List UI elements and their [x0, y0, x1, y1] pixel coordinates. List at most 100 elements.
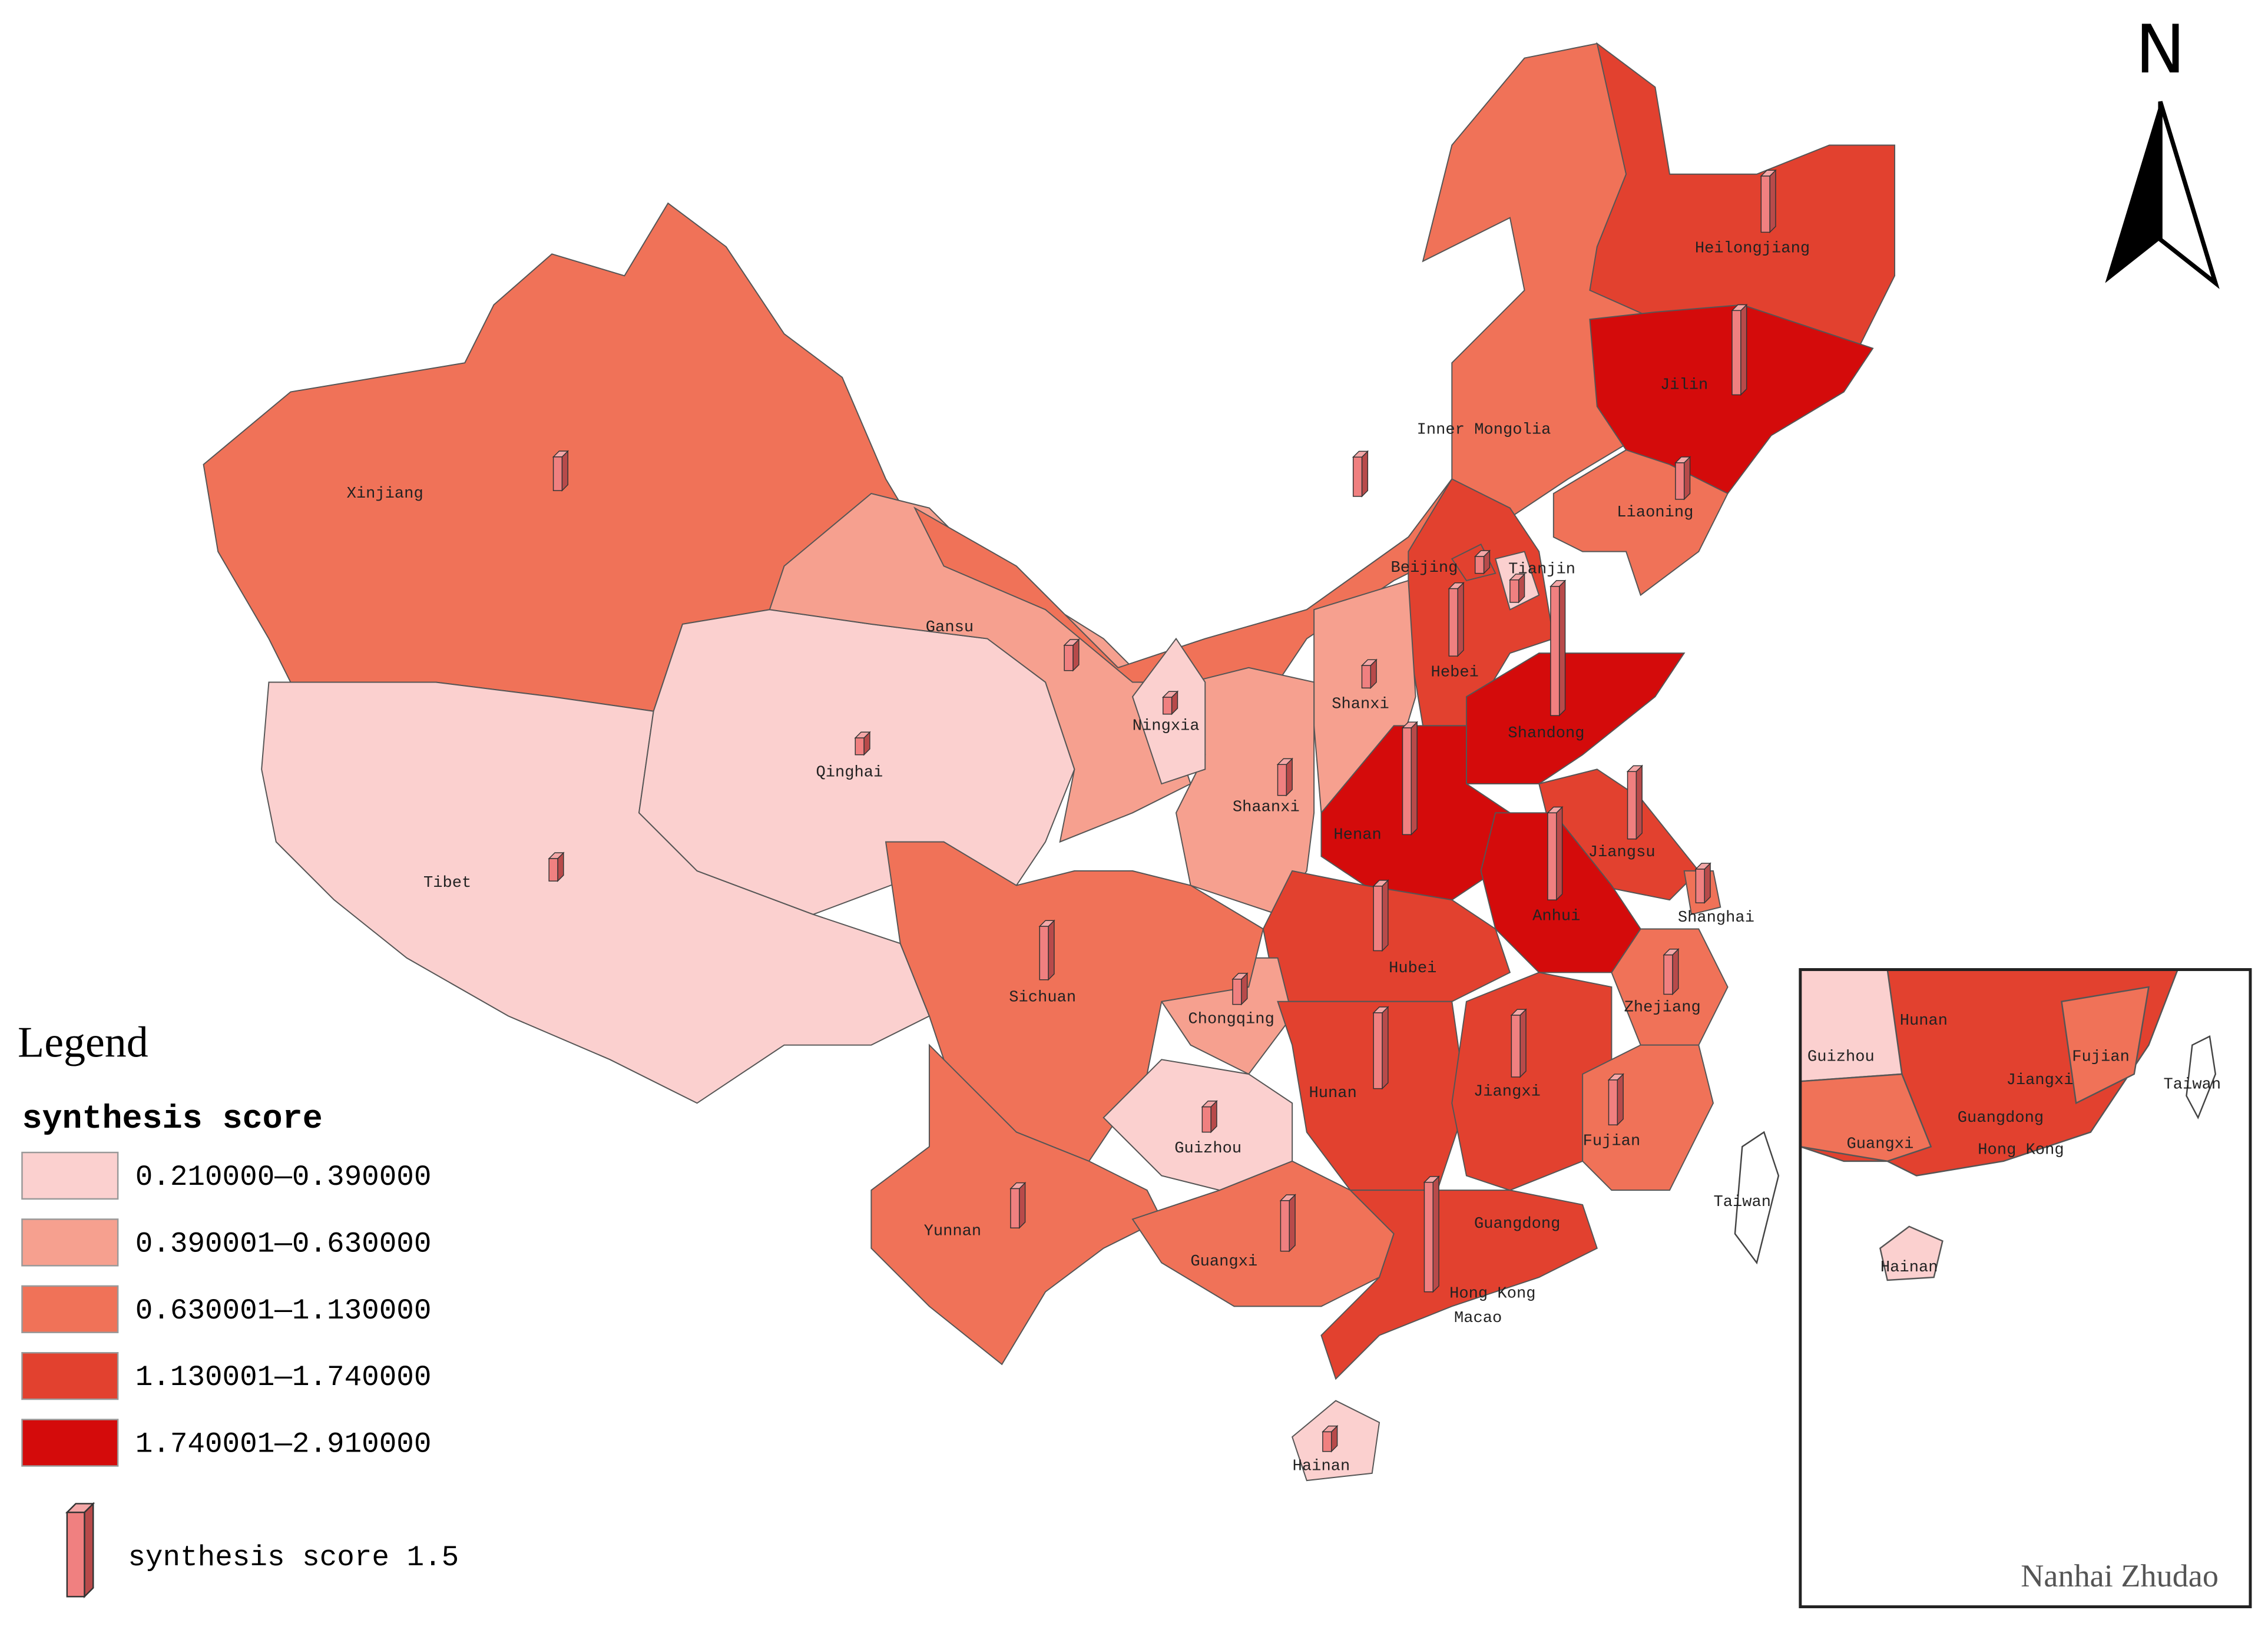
province-label: Shaanxi [1233, 799, 1300, 817]
bar-side [1558, 579, 1566, 717]
bar [1663, 954, 1673, 995]
bar [1277, 764, 1287, 796]
bar [1608, 1079, 1618, 1125]
legend-title: Legend [18, 1018, 148, 1066]
province-label: Guangxi [1190, 1253, 1257, 1271]
legend-swatch [21, 1419, 119, 1467]
legend-label: 1.130001—1.740000 [135, 1361, 432, 1394]
province-label: Jiangxi [1474, 1083, 1541, 1101]
place-label: Hong Kong [1449, 1284, 1535, 1303]
province-label: Inner Mongolia [1417, 421, 1551, 439]
province-label: Hebei [1431, 663, 1479, 681]
bar-side [1432, 1175, 1439, 1293]
bar-side [1411, 721, 1418, 836]
bar [1373, 886, 1383, 952]
province [1465, 652, 1686, 784]
bar-side [1048, 919, 1055, 981]
place-label: Macao [1454, 1309, 1502, 1327]
bar [1448, 588, 1458, 657]
bar [1547, 812, 1557, 900]
bar [1627, 771, 1637, 840]
bar-side [1519, 1008, 1527, 1078]
north-label: N [2135, 11, 2186, 88]
province [1408, 478, 1554, 727]
arrow-left [2105, 101, 2161, 283]
province [1102, 1059, 1293, 1191]
bar-side [1382, 1006, 1389, 1090]
inset-land [1879, 1225, 1943, 1281]
bar-side [1617, 1073, 1624, 1127]
bar [1201, 1106, 1211, 1133]
legend: Legend synthesis score 0.210000—0.390000… [18, 1018, 459, 1599]
bar [1760, 175, 1770, 233]
provinces [203, 42, 1896, 1482]
bar [1010, 1188, 1020, 1228]
bar [1352, 456, 1363, 497]
bar [1474, 556, 1485, 574]
province-label: Yunnan [924, 1222, 982, 1240]
province-label: Hainan [1293, 1457, 1350, 1476]
bar-side [1635, 764, 1643, 840]
province [1589, 42, 1896, 349]
province-label: Chongqing [1188, 1010, 1274, 1028]
province-label: Qinghai [816, 763, 883, 781]
legend-swatch [21, 1218, 119, 1267]
bar-side [1556, 806, 1563, 901]
inset-label: Guangdong [1958, 1109, 2044, 1127]
bar [1322, 1431, 1332, 1452]
bar [1550, 586, 1560, 716]
arrow-right [2158, 101, 2220, 289]
inset-label: Guizhou [1807, 1048, 1875, 1066]
province-label: Xinjiang [347, 485, 423, 503]
legend-subtitle: synthesis score [22, 1101, 322, 1138]
bar [1064, 645, 1074, 671]
bar [1509, 579, 1519, 603]
inset-label: Hunan [1900, 1012, 1948, 1030]
inset-title: Nanhai Zhudao [2021, 1558, 2219, 1593]
legend-swatch [21, 1351, 119, 1400]
province-label: Jiangsu [1588, 843, 1656, 862]
bar-side [1740, 303, 1747, 396]
taiwan-shape [1734, 1131, 1780, 1265]
province [1582, 1044, 1714, 1191]
bar [1675, 462, 1685, 500]
legend-swatch [21, 1151, 119, 1200]
bars [548, 169, 1777, 1453]
bar [1280, 1200, 1290, 1252]
bar [552, 456, 563, 491]
bar-side [1672, 947, 1679, 996]
bar-side [1289, 1194, 1296, 1253]
inset-label: Hainan [1880, 1258, 1938, 1277]
legend-bar-label: synthesis score 1.5 [128, 1541, 459, 1574]
province-label: Liaoning [1617, 503, 1693, 522]
bar [548, 858, 558, 882]
bar-side [84, 1502, 94, 1599]
province-label: Shanghai [1678, 909, 1754, 927]
bar-side [561, 450, 568, 492]
bar [1402, 727, 1412, 836]
bar [1373, 1012, 1383, 1089]
bar-side [1704, 862, 1711, 904]
bar-side [1683, 456, 1691, 501]
bar-side [1361, 450, 1369, 498]
province-label: Guizhou [1174, 1139, 1241, 1158]
place-label: Taiwan [1713, 1193, 1771, 1211]
labels: Xinjiang Tibet Qinghai Gansu Inner Mongolia H… [347, 240, 2221, 1476]
legend-label: 1.740001—2.910000 [135, 1428, 432, 1461]
province-label: Jilin [1660, 376, 1708, 394]
bar-side [1382, 879, 1389, 952]
bar-side [1457, 581, 1464, 657]
legend-bar [66, 1511, 85, 1598]
inset [1799, 968, 2252, 1609]
province-label: Hunan [1309, 1084, 1357, 1102]
province [1589, 304, 1874, 495]
legend-label: 0.630001—1.130000 [135, 1294, 432, 1327]
inset-land [2186, 1035, 2217, 1119]
province-label: Guangdong [1474, 1215, 1560, 1233]
north-arrow: N [2105, 11, 2220, 289]
bar [1361, 665, 1372, 689]
province-label: Henan [1333, 826, 1381, 844]
bar-side [1019, 1181, 1026, 1230]
